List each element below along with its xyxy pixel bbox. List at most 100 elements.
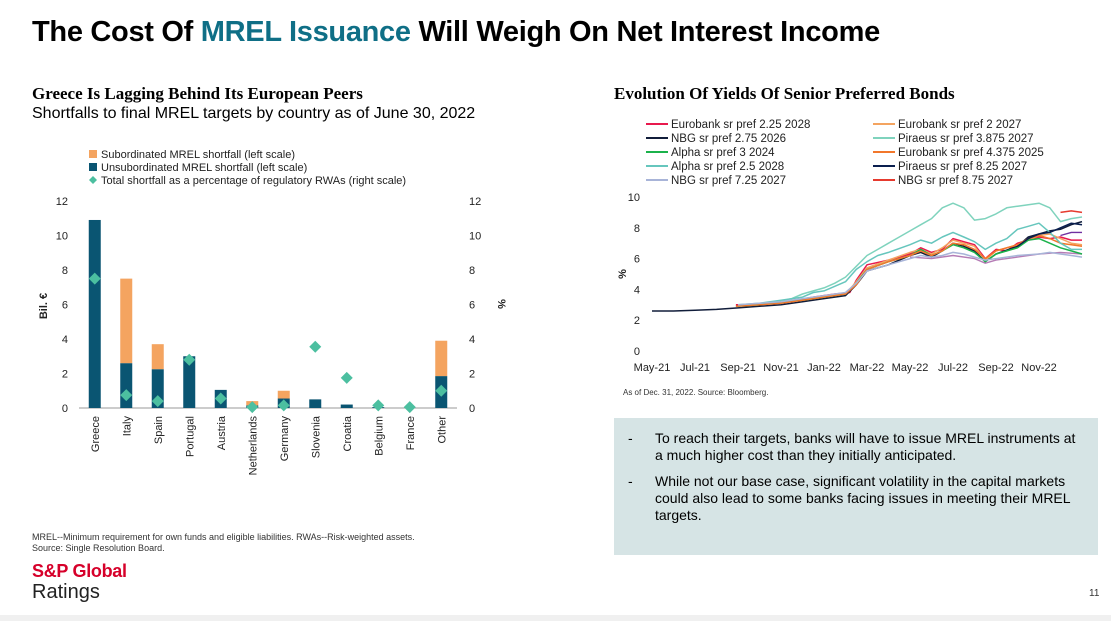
- y-axis-label-right: %: [495, 299, 507, 309]
- series-line: [737, 251, 1083, 306]
- x-tick-label: Netherlands: [247, 416, 259, 476]
- brand-subtitle: Ratings: [32, 581, 100, 603]
- x-tick-label: France: [405, 416, 417, 450]
- legend-label: Subordinated MREL shortfall (left scale): [101, 149, 295, 161]
- brand-logo: S&P Global: [32, 561, 127, 581]
- diamond-marker: [183, 353, 196, 366]
- y-tick-label-left: 6: [62, 300, 68, 312]
- series-line: [909, 251, 1083, 264]
- y-tick-label: 0: [634, 346, 640, 358]
- diamond-marker: [340, 371, 353, 384]
- title-part2: Will Weigh On Net Interest Income: [410, 16, 880, 48]
- x-tick-label: Jan-22: [807, 362, 841, 374]
- y-tick-label-right: 2: [469, 369, 475, 381]
- bar-subordinated: [277, 390, 290, 399]
- bullet-item: - To reach their targets, banks will hav…: [628, 430, 1080, 464]
- y-tick-label: 6: [634, 254, 640, 266]
- bullet-text: To reach their targets, banks will have …: [655, 430, 1076, 463]
- legend-label: Total shortfall as a percentage of regul…: [101, 175, 406, 187]
- line-chart-title: Evolution Of Yields Of Senior Preferred …: [614, 84, 955, 103]
- x-tick-label: Italy: [121, 416, 133, 437]
- y-tick-label-left: 8: [62, 265, 68, 277]
- y-tick-label-left: 10: [56, 231, 68, 243]
- legend-diamond-icon: [89, 176, 97, 184]
- x-tick-label: Germany: [279, 416, 291, 462]
- y-tick-label-right: 4: [469, 334, 475, 346]
- series-line: [748, 202, 1083, 306]
- y-tick-label: 8: [634, 223, 640, 235]
- diamond-marker: [88, 272, 101, 285]
- bar-subordinated: [435, 340, 448, 377]
- diamond-marker: [435, 384, 448, 397]
- title-part1: The Cost Of: [32, 16, 201, 48]
- diamond-marker: [246, 401, 259, 414]
- x-tick-label: Mar-22: [850, 362, 885, 374]
- line-chart-source: As of Dec. 31, 2022. Source: Bloomberg.: [623, 388, 769, 397]
- bar-subordinated: [120, 278, 133, 364]
- bar-chart-subtitle: Shortfalls to final MREL targets by coun…: [32, 105, 476, 122]
- bar-chart-title: Greece Is Lagging Behind Its European Pe…: [32, 84, 363, 103]
- x-tick-label: Jul-22: [938, 362, 968, 374]
- y-tick-label-right: 8: [469, 265, 475, 277]
- diamond-marker: [120, 389, 133, 402]
- diamond-marker: [309, 340, 322, 353]
- series-line: [1017, 222, 1083, 247]
- y-tick-label-right: 12: [469, 196, 481, 208]
- diamond-marker: [403, 401, 416, 414]
- legend-label: Piraeus sr pref 3.875 2027: [898, 133, 1034, 145]
- legend-swatch-unsubordinated: [89, 163, 97, 171]
- legend-label: NBG sr pref 7.25 2027: [671, 175, 786, 187]
- legend-label: Alpha sr pref 2.5 2028: [671, 161, 784, 173]
- y-tick-label-left: 0: [62, 403, 68, 415]
- legend-label: Eurobank sr pref 2.25 2028: [671, 119, 810, 131]
- y-tick-label-right: 6: [469, 300, 475, 312]
- x-tick-label: May-22: [892, 362, 929, 374]
- y-tick-label-left: 4: [62, 334, 68, 346]
- legend-label: Eurobank sr pref 2 2027: [898, 119, 1021, 131]
- bar-subordinated: [151, 344, 164, 370]
- y-tick-label: 2: [634, 315, 640, 327]
- x-tick-label: Belgium: [373, 416, 385, 456]
- bottom-divider: [0, 615, 1111, 621]
- page-number: 11: [1089, 588, 1100, 599]
- series-line: [652, 220, 1083, 312]
- x-tick-label: Nov-22: [1021, 362, 1056, 374]
- x-tick-label: Sep-21: [720, 362, 755, 374]
- diamond-marker: [214, 392, 227, 405]
- commentary-box: - To reach their targets, banks will hav…: [614, 418, 1098, 555]
- legend-label: Piraeus sr pref 8.25 2027: [898, 161, 1027, 173]
- x-tick-label: Other: [436, 416, 448, 444]
- legend-label: Eurobank sr pref 4.375 2025: [898, 147, 1044, 159]
- series-line: [1060, 210, 1083, 214]
- y-tick-label-left: 12: [56, 196, 68, 208]
- x-tick-label: Spain: [153, 416, 165, 444]
- x-tick-label: Greece: [90, 416, 102, 452]
- x-tick-label: Croatia: [342, 415, 354, 451]
- bar-unsubordinated: [183, 356, 196, 408]
- bar-unsubordinated: [88, 219, 101, 408]
- bar-unsubordinated: [309, 399, 322, 408]
- y-tick-label-right: 0: [469, 403, 475, 415]
- series-line: [1060, 231, 1082, 237]
- footnote: MREL--Minimum requirement for own funds …: [32, 532, 415, 553]
- y-tick-label: 4: [634, 284, 640, 296]
- y-tick-label-right: 10: [469, 231, 481, 243]
- legend-swatch-subordinated: [89, 150, 97, 158]
- diamond-marker: [151, 395, 164, 408]
- bullet-marker: -: [628, 430, 633, 446]
- series-line: [735, 237, 1083, 308]
- x-tick-label: Jul-21: [680, 362, 710, 374]
- page-title: The Cost Of MREL Issuance Will Weigh On …: [32, 16, 880, 49]
- legend-label: Alpha sr pref 3 2024: [671, 147, 775, 159]
- y-tick-label-left: 2: [62, 369, 68, 381]
- diamond-marker: [372, 399, 385, 412]
- y-axis-label-left: Bil. €: [38, 293, 50, 319]
- y-tick-label: 10: [628, 192, 640, 204]
- series-line: [735, 236, 1082, 306]
- x-tick-label: Nov-21: [763, 362, 798, 374]
- series-line: [735, 234, 1083, 308]
- bullet-item: - While not our base case, significant v…: [628, 473, 1080, 524]
- x-tick-label: Portugal: [184, 416, 196, 457]
- series-line: [737, 222, 1082, 306]
